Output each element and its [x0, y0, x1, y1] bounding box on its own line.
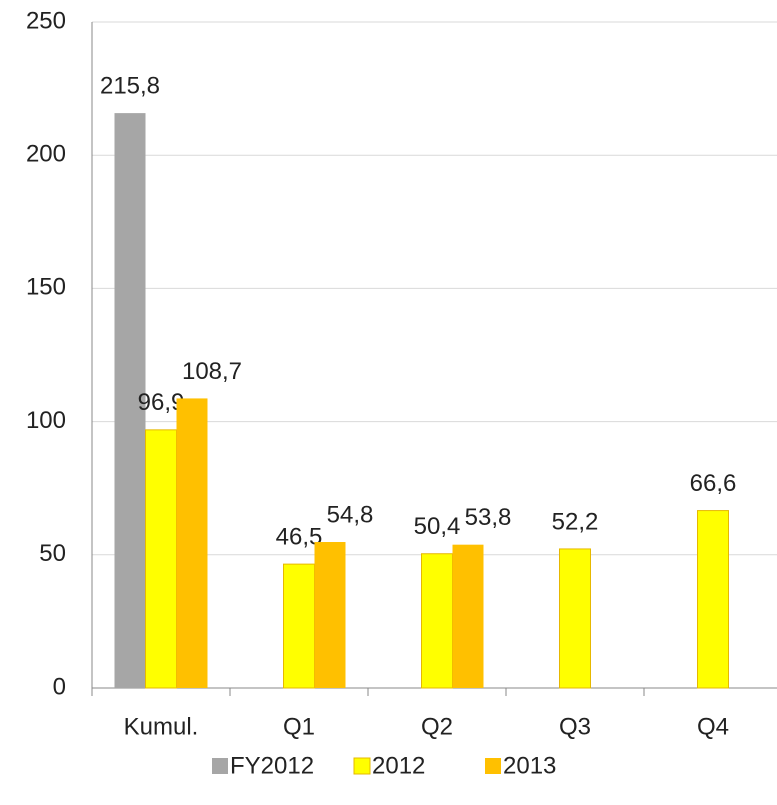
- bar: [114, 113, 146, 688]
- bar: [452, 544, 484, 688]
- bar: [697, 510, 729, 689]
- y-tick-label: 100: [26, 407, 66, 434]
- bar: [176, 398, 208, 688]
- legend-swatch: [212, 758, 228, 774]
- y-tick-label: 150: [26, 274, 66, 301]
- x-tick-label: Q2: [421, 713, 453, 740]
- legend-label: FY2012: [230, 752, 314, 779]
- data-label: 108,7: [182, 358, 242, 385]
- x-tick-label: Q3: [559, 713, 591, 740]
- bar: [559, 548, 591, 689]
- legend-label: 2012: [372, 752, 425, 779]
- data-label: 215,8: [100, 72, 160, 99]
- bar: [145, 429, 177, 689]
- legend-swatch: [485, 758, 501, 774]
- bar: [314, 542, 346, 688]
- legend-swatch: [353, 757, 371, 775]
- x-tick-label: Q4: [697, 713, 729, 740]
- y-tick-label: 0: [53, 673, 66, 700]
- data-label: 53,8: [465, 504, 512, 531]
- data-label: 52,2: [552, 508, 599, 535]
- x-tick-label: Q1: [283, 713, 315, 740]
- data-label: 50,4: [414, 513, 461, 540]
- bar: [421, 553, 453, 689]
- x-tick-label: Kumul.: [124, 713, 199, 740]
- y-tick-label: 200: [26, 141, 66, 168]
- data-label: 66,6: [690, 470, 737, 497]
- y-tick-label: 50: [39, 540, 66, 567]
- bar: [283, 563, 315, 689]
- y-tick-label: 250: [26, 7, 66, 34]
- data-label: 54,8: [327, 501, 374, 528]
- legend-label: 2013: [503, 752, 556, 779]
